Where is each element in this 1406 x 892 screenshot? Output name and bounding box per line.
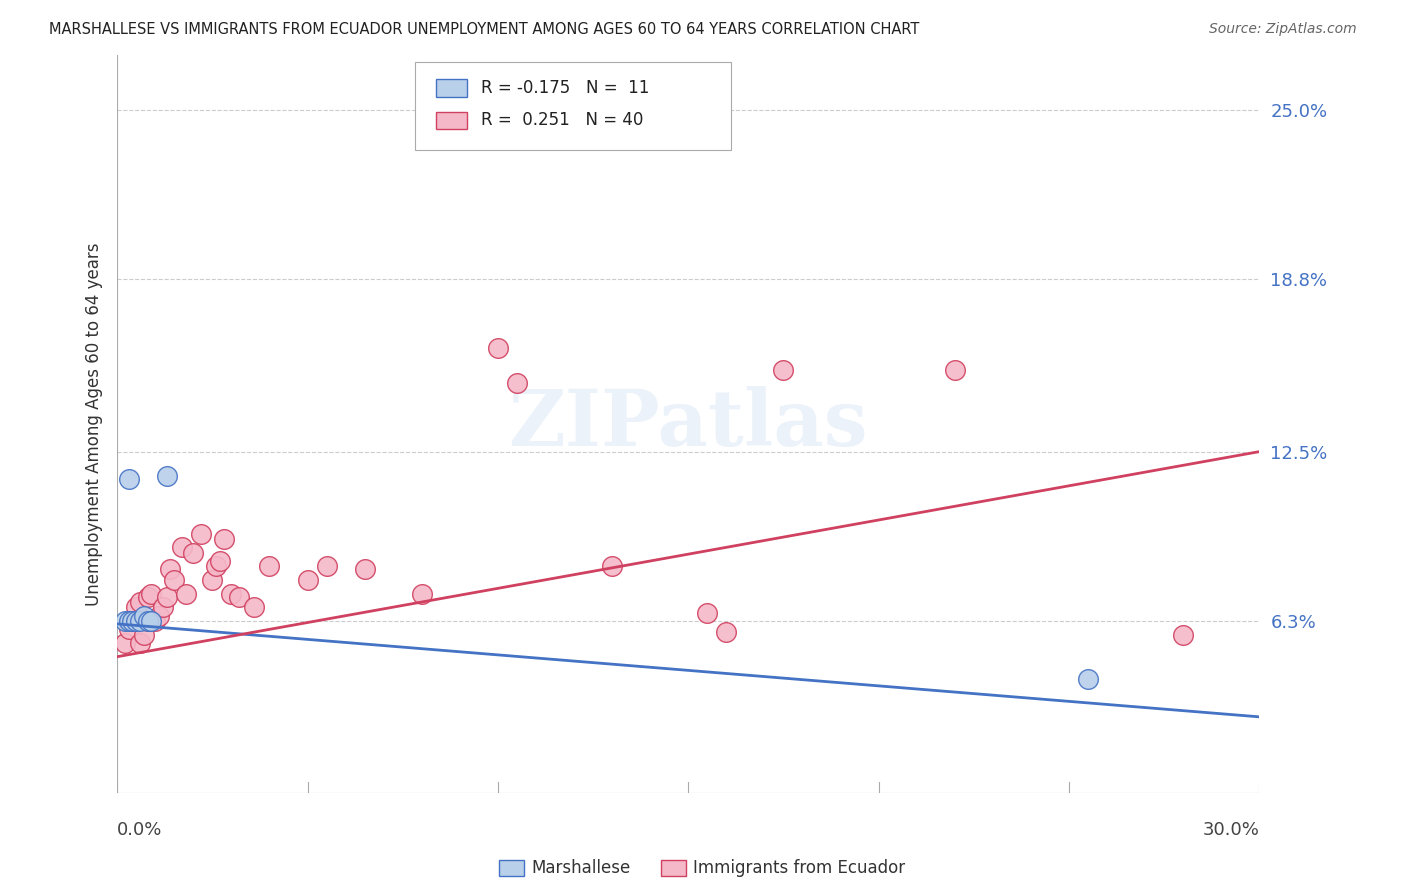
Point [156,590,179,604]
Point [129,595,152,609]
Point [170,541,193,555]
Point [156,469,179,483]
Point [353,562,375,576]
Point [1077,672,1099,686]
Point [205,559,228,574]
Point [315,559,337,574]
Point [132,628,155,642]
Point [114,614,136,628]
Point [141,614,163,628]
Point [159,562,181,576]
Point [136,614,159,628]
Point [696,606,718,620]
Point [1173,628,1195,642]
Point [114,636,136,650]
Point [212,532,235,546]
Point [141,587,163,601]
Point [943,362,966,376]
Point [716,625,738,640]
Point [297,573,319,587]
Point [183,546,205,560]
Point [221,587,243,601]
Point [411,587,433,601]
Y-axis label: Unemployment Among Ages 60 to 64 years: Unemployment Among Ages 60 to 64 years [86,243,103,606]
Text: R = -0.175   N =  11: R = -0.175 N = 11 [481,79,650,97]
Point [125,600,148,615]
Point [132,608,155,623]
Text: 0.0%: 0.0% [117,821,163,838]
Point [121,614,143,628]
Point [143,614,166,628]
Text: 30.0%: 30.0% [1202,821,1260,838]
Point [228,590,250,604]
Text: ZIPatlas: ZIPatlas [509,386,868,462]
Point [506,376,529,391]
Point [208,554,231,568]
Text: Marshallese: Marshallese [531,859,631,877]
Text: Source: ZipAtlas.com: Source: ZipAtlas.com [1209,22,1357,37]
Point [243,600,266,615]
Point [152,600,174,615]
Point [129,614,152,628]
Point [121,614,143,628]
Point [600,559,623,574]
Point [125,614,148,628]
Point [117,623,139,637]
Point [163,573,186,587]
Point [259,559,281,574]
Point [772,362,794,376]
Text: MARSHALLESE VS IMMIGRANTS FROM ECUADOR UNEMPLOYMENT AMONG AGES 60 TO 64 YEARS CO: MARSHALLESE VS IMMIGRANTS FROM ECUADOR U… [49,22,920,37]
Text: Immigrants from Ecuador: Immigrants from Ecuador [693,859,905,877]
Point [129,636,152,650]
Point [117,614,139,628]
Point [136,614,159,628]
Point [190,526,212,541]
Point [117,472,139,486]
Text: R =  0.251   N = 40: R = 0.251 N = 40 [481,112,643,129]
Point [486,341,509,355]
Point [174,587,197,601]
Point [148,608,170,623]
Point [201,573,224,587]
Point [136,590,159,604]
